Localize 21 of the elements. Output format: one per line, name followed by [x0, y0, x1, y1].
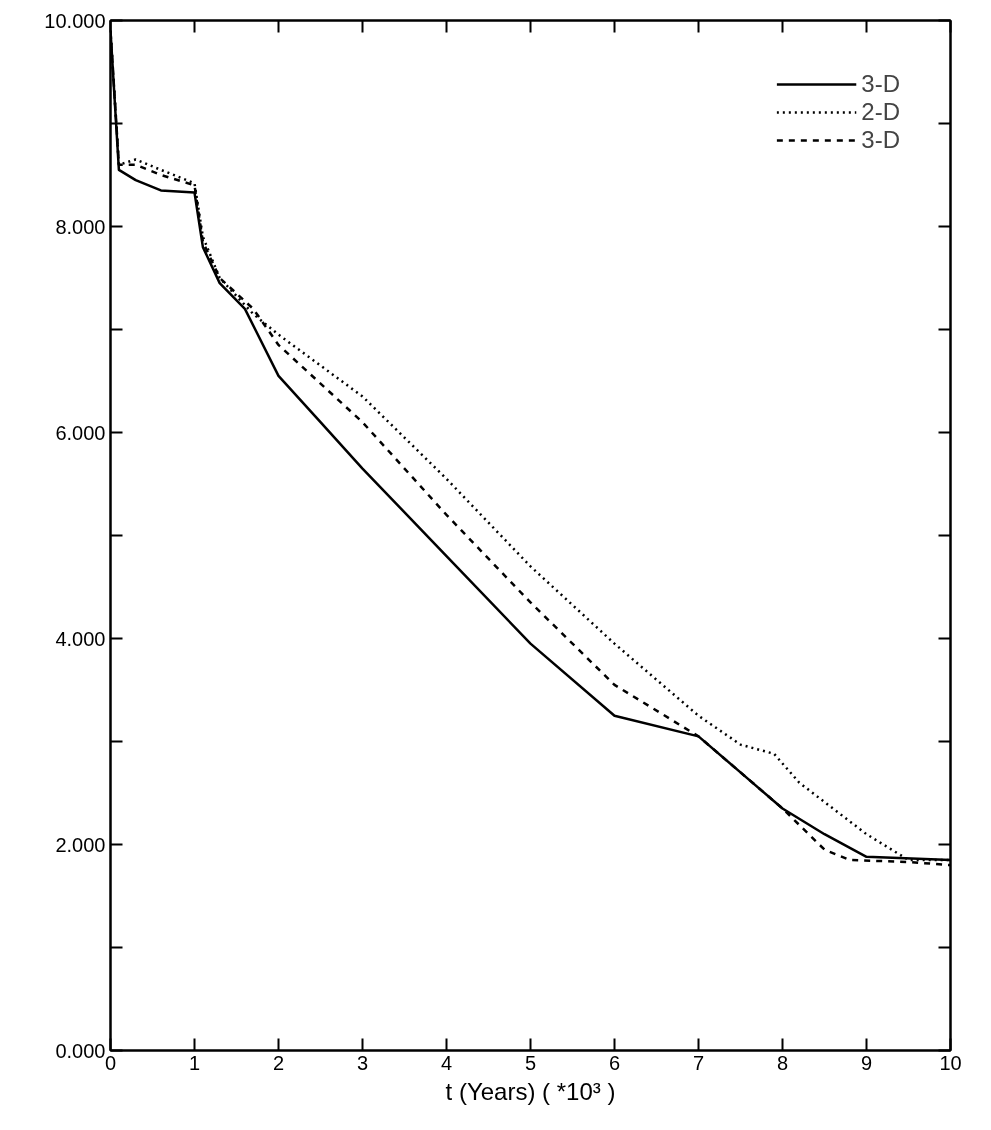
- x-axis-title: t (Years) ( *10³ ): [445, 1077, 616, 1105]
- legend-label: 2-D: [861, 98, 900, 126]
- x-tick-label: 9: [860, 1051, 873, 1074]
- y-tick-label: 0.000: [55, 1039, 106, 1062]
- y-tick-label: 6.000: [55, 421, 106, 444]
- x-tick-label: 1: [188, 1051, 201, 1074]
- x-tick-label: 0: [104, 1051, 117, 1074]
- y-tick-label: 4.000: [55, 627, 106, 650]
- x-tick-label: 7: [692, 1051, 705, 1074]
- x-tick-label: 4: [440, 1051, 453, 1074]
- legend-label: 3-D: [861, 126, 900, 154]
- y-tick-label: 2.000: [55, 833, 106, 856]
- y-tick-label: 10.000: [44, 9, 106, 32]
- x-tick-label: 3: [356, 1051, 369, 1074]
- x-tick-label: 8: [776, 1051, 789, 1074]
- y-tick-label: 8.000: [55, 215, 106, 238]
- x-tick-label: 10: [939, 1051, 962, 1074]
- x-tick-label: 2: [272, 1051, 285, 1074]
- legend-label: 3-D: [861, 70, 900, 98]
- x-tick-label: 6: [608, 1051, 621, 1074]
- x-tick-label: 5: [524, 1051, 537, 1074]
